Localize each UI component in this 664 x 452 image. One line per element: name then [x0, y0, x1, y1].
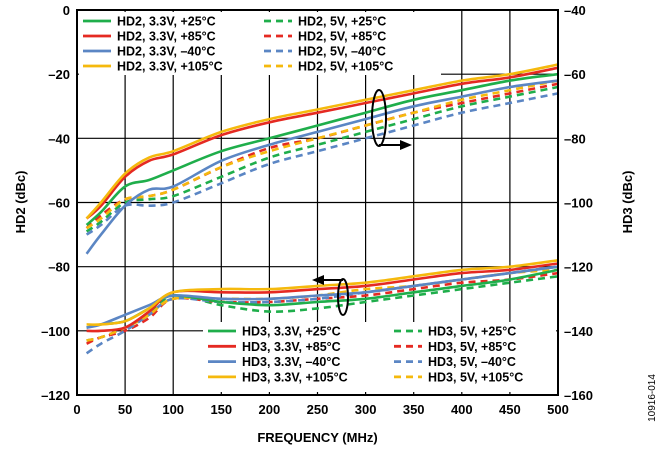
- y-left-tick-label: –40: [48, 131, 70, 146]
- legend-label: HD2, 3.3V, +85°C: [117, 30, 216, 44]
- series-line-hd2-5v-105-c: [85, 79, 559, 230]
- y-left-tick-label: –20: [48, 67, 70, 82]
- y-left-tick-label: –80: [48, 260, 70, 275]
- x-tick-label: 450: [499, 402, 521, 417]
- y-axis-left-label: HD2 (dBc): [13, 171, 28, 234]
- hd3-left-axis-arrowhead: [312, 275, 324, 285]
- legend-label: HD2, 3.3V, +25°C: [117, 15, 216, 29]
- x-axis-label: FREQUENCY (MHz): [257, 430, 377, 445]
- x-tick-label: 300: [355, 402, 377, 417]
- legend-label: HD3, 5V, +25°C: [428, 325, 516, 339]
- legend-label: HD3, 3.3V, +85°C: [242, 340, 341, 354]
- legend-label: HD3, 5V, +85°C: [428, 340, 516, 354]
- legend-label: HD2, 5V, +25°C: [298, 15, 386, 29]
- x-tick-label: 50: [118, 402, 132, 417]
- plot-frame: [76, 9, 559, 396]
- y-left-tick-label: –120: [41, 388, 70, 403]
- legend-label: HD3, 3.3V, +105°C: [242, 370, 348, 384]
- legend-label: HD2, 3.3V, –40°C: [117, 45, 215, 59]
- y-right-tick-label: –160: [564, 388, 593, 403]
- series-layer: [85, 63, 559, 355]
- series-line-hd3-3-3v-85-c: [86, 262, 559, 333]
- x-tick-label: 400: [451, 402, 473, 417]
- x-tick-label: 150: [210, 402, 232, 417]
- hd2-right-axis-arrowhead: [400, 140, 412, 150]
- series-line-hd3-5v-85-c: [86, 271, 559, 345]
- legend-label: HD2, 5V, –40°C: [298, 45, 386, 59]
- series-line-hd2-3-3v-105-c: [85, 63, 559, 220]
- series-line-hd3-3-3v-105-c: [86, 259, 559, 326]
- legend-background: [79, 12, 441, 75]
- legend-label: HD3, 5V, +105°C: [428, 370, 523, 384]
- y-right-tick-label: –80: [564, 131, 586, 146]
- y-axis-right-label: HD3 (dBc): [620, 171, 635, 234]
- y-right-tick-label: –40: [564, 3, 586, 18]
- legend-label: HD2, 5V, +85°C: [298, 30, 386, 44]
- x-tick-label: 500: [547, 402, 569, 417]
- y-right-tick-label: –100: [564, 196, 593, 211]
- tick-labels: 0 50 100 150 200 250 300 350 400 450 500 0 –20 –40 –60…: [41, 3, 593, 417]
- legend-label: HD3, 5V, –40°C: [428, 355, 516, 369]
- series-line-hd2-3-3v-25-c: [85, 72, 559, 226]
- legend-label: HD3, 3.3V, +25°C: [242, 325, 341, 339]
- x-tick-label: 250: [307, 402, 329, 417]
- legend-label: HD2, 3.3V, +105°C: [117, 60, 223, 74]
- legend-background: [203, 322, 556, 392]
- x-tick-label: 100: [162, 402, 184, 417]
- y-left-tick-label: –60: [48, 196, 70, 211]
- figure-id: 10916-014: [647, 374, 658, 422]
- y-right-tick-label: –120: [564, 260, 593, 275]
- series-line-hd2-5v-40-c: [85, 92, 559, 236]
- y-left-tick-label: –100: [41, 324, 70, 339]
- series-line-hd2-3-3v-85-c: [85, 66, 559, 220]
- y-right-tick-label: –60: [564, 67, 586, 82]
- y-left-tick-label: 0: [63, 3, 70, 18]
- legend-label: HD3, 3.3V, –40°C: [242, 355, 340, 369]
- series-line-hd2-3-3v-40-c: [85, 79, 559, 255]
- x-tick-label: 350: [403, 402, 425, 417]
- y-right-tick-label: –140: [564, 324, 593, 339]
- x-tick-label: 0: [73, 402, 80, 417]
- x-tick-label: 200: [259, 402, 281, 417]
- legend-label: HD2, 5V, +105°C: [298, 60, 393, 74]
- series-line-hd3-3-3v-40-c: [86, 265, 559, 329]
- series-line-hd2-5v-25-c: [85, 85, 559, 233]
- axis-indicators: [312, 89, 412, 316]
